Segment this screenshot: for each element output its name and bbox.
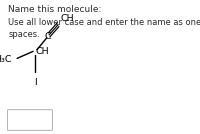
- Text: Name this molecule:: Name this molecule:: [8, 5, 102, 14]
- Text: H₃C: H₃C: [0, 55, 12, 64]
- Text: Use all lower case and enter the name as one word, leaving no
spaces.: Use all lower case and enter the name as…: [8, 18, 200, 39]
- Text: CH: CH: [35, 47, 49, 56]
- FancyBboxPatch shape: [8, 110, 52, 130]
- Text: CH: CH: [60, 14, 74, 23]
- Text: I: I: [34, 78, 37, 87]
- Text: C: C: [45, 32, 51, 41]
